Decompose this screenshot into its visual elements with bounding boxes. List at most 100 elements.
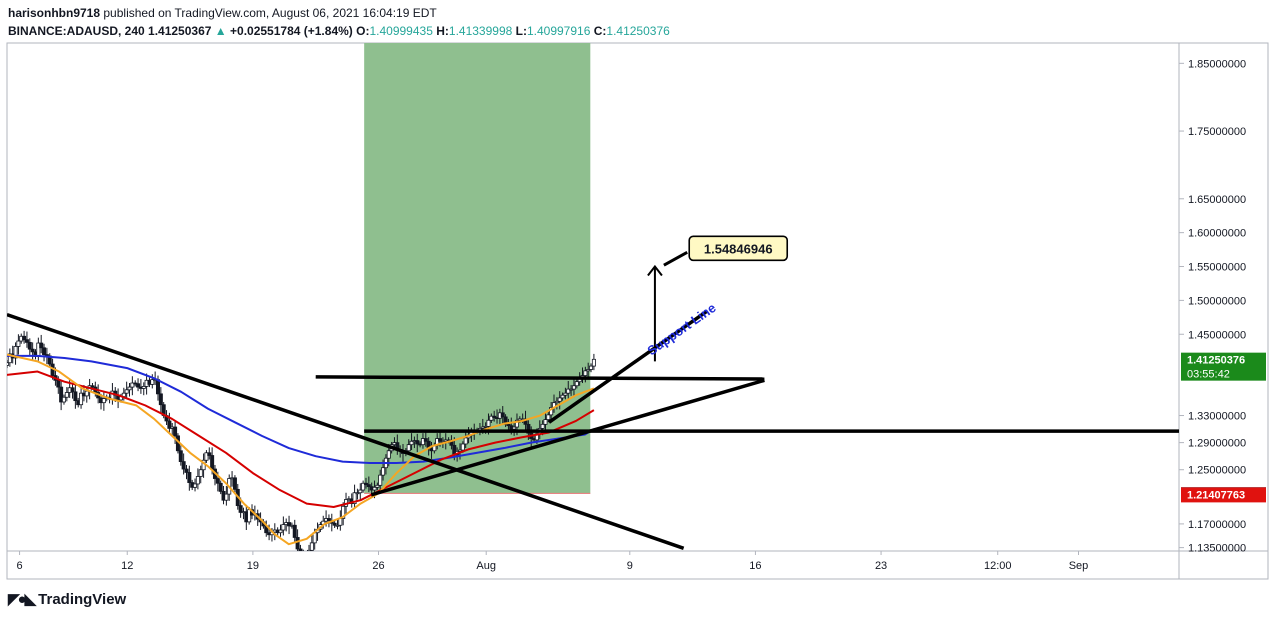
ma-orange-line bbox=[7, 353, 595, 546]
candle bbox=[36, 337, 41, 361]
publish-text: published on TradingView.com, August 06,… bbox=[103, 6, 437, 20]
candle bbox=[167, 412, 172, 434]
x-tick-label: 16 bbox=[749, 560, 761, 572]
candle bbox=[278, 524, 283, 537]
candle bbox=[42, 343, 47, 362]
candle bbox=[361, 480, 366, 493]
candle-body bbox=[355, 492, 360, 495]
candle bbox=[224, 485, 229, 506]
candle-body bbox=[361, 482, 366, 491]
candle bbox=[366, 476, 371, 493]
candle bbox=[158, 387, 163, 413]
y-tick-label: 1.45000000 bbox=[1188, 329, 1246, 341]
tradingview-logo[interactable]: ◤●◣ TradingView bbox=[8, 590, 126, 609]
candle bbox=[136, 378, 141, 392]
candle bbox=[7, 359, 10, 369]
candle-body bbox=[27, 341, 32, 350]
candle bbox=[569, 385, 574, 396]
candle-body bbox=[386, 450, 391, 459]
candle-body bbox=[366, 484, 371, 488]
candle bbox=[463, 432, 468, 449]
candle-body bbox=[198, 469, 203, 477]
candle-body bbox=[352, 492, 357, 504]
candle bbox=[184, 464, 189, 480]
candle bbox=[335, 519, 340, 530]
target-arrow-head bbox=[647, 264, 663, 277]
candle bbox=[101, 391, 106, 411]
candle bbox=[409, 433, 414, 451]
open-value: 1.40999435 bbox=[369, 24, 433, 38]
candle-body bbox=[492, 415, 497, 418]
candle-body bbox=[341, 505, 346, 519]
target-pointer bbox=[663, 250, 688, 267]
candle-body bbox=[566, 388, 571, 394]
candle-body bbox=[438, 438, 443, 442]
candle bbox=[309, 534, 314, 551]
candle-body bbox=[64, 392, 69, 398]
candle-body bbox=[287, 522, 292, 527]
candle-body bbox=[218, 482, 223, 492]
high-label: H: bbox=[436, 24, 449, 38]
candle-body bbox=[543, 419, 548, 425]
candle-body bbox=[506, 423, 511, 427]
candle bbox=[39, 334, 44, 354]
candle-body bbox=[486, 419, 491, 427]
candle-body bbox=[193, 483, 198, 488]
candle-body bbox=[483, 425, 488, 428]
y-tick-label: 1.13500000 bbox=[1188, 543, 1246, 555]
candle bbox=[124, 381, 129, 399]
candle-body bbox=[141, 386, 146, 389]
candle-body bbox=[127, 386, 132, 391]
candle-body bbox=[204, 452, 209, 461]
candle bbox=[557, 391, 562, 410]
candle-body bbox=[557, 397, 562, 402]
candle-body bbox=[571, 385, 576, 390]
target-zone bbox=[364, 43, 591, 494]
candle bbox=[489, 413, 494, 423]
ma-red-line bbox=[7, 370, 595, 508]
candle-body bbox=[546, 414, 551, 420]
candle bbox=[358, 483, 363, 501]
candle-body bbox=[415, 440, 420, 445]
author-name[interactable]: harisonhbn9718 bbox=[8, 6, 101, 20]
candle bbox=[326, 514, 331, 528]
candle bbox=[305, 553, 308, 564]
price-label-box bbox=[1181, 487, 1266, 503]
y-tick-label: 1.25000000 bbox=[1188, 465, 1246, 477]
candle bbox=[22, 330, 27, 344]
close-value: 1.41250376 bbox=[606, 24, 670, 38]
candle bbox=[546, 412, 551, 423]
candle bbox=[574, 378, 579, 389]
candle bbox=[130, 376, 135, 396]
candle-body bbox=[173, 426, 178, 437]
candle bbox=[298, 544, 303, 551]
candle bbox=[292, 519, 297, 542]
y-tick-label: 1.65000000 bbox=[1188, 194, 1246, 206]
candle-body bbox=[215, 478, 220, 484]
candle bbox=[341, 502, 346, 526]
candle-body bbox=[463, 437, 468, 445]
candle bbox=[61, 394, 66, 405]
candle bbox=[30, 342, 35, 360]
candle bbox=[352, 484, 357, 510]
candle bbox=[492, 410, 497, 422]
candle bbox=[591, 353, 596, 371]
candle-body bbox=[195, 476, 200, 485]
price-change: +0.02551784 (+1.84%) bbox=[230, 24, 353, 38]
candle-body bbox=[150, 379, 155, 385]
candle bbox=[506, 418, 511, 430]
candle-body bbox=[136, 383, 141, 388]
candle bbox=[70, 383, 75, 399]
candle-body bbox=[70, 387, 75, 393]
candle-body bbox=[423, 438, 428, 442]
candle-body bbox=[124, 389, 129, 394]
price-label-value: 1.21407763 bbox=[1187, 489, 1245, 501]
candle-body bbox=[540, 423, 545, 429]
candle-body bbox=[306, 549, 311, 551]
candle bbox=[589, 363, 594, 373]
publish-info: harisonhbn9718 published on TradingView.… bbox=[8, 5, 670, 21]
candle-body bbox=[302, 556, 305, 561]
candle-body bbox=[560, 394, 565, 399]
